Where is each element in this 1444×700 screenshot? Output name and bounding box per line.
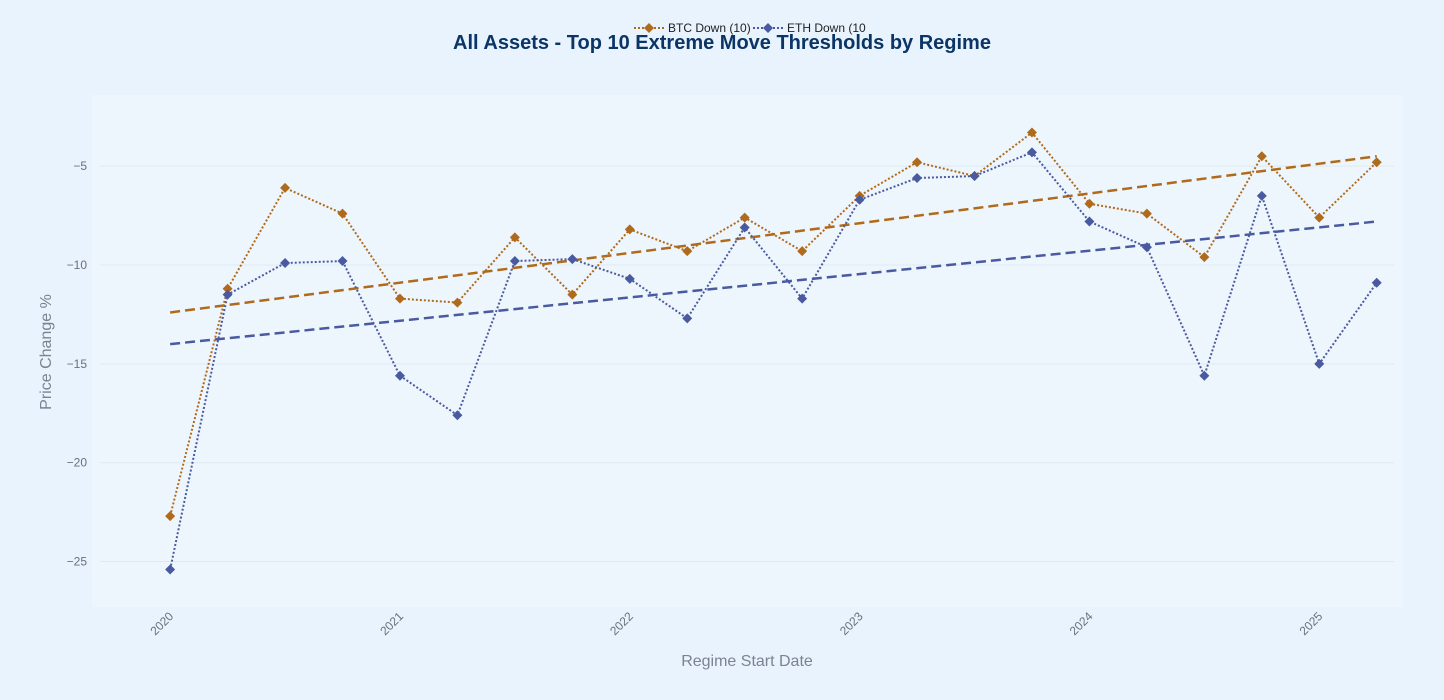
- data-point: [280, 258, 291, 269]
- data-point: [1256, 190, 1267, 201]
- data-point: [452, 410, 463, 421]
- x-tick-label: 2024: [1067, 609, 1096, 638]
- data-point: [1371, 157, 1382, 168]
- y-tick-labels: −5 −10 −15 −20 −25: [67, 159, 88, 568]
- x-tick-label: 2021: [377, 609, 406, 638]
- data-point: [682, 246, 693, 257]
- y-tick-label: −10: [67, 258, 88, 272]
- data-point: [912, 173, 923, 184]
- x-axis-title: Regime Start Date: [681, 653, 813, 670]
- x-tick-label: 2022: [607, 609, 636, 638]
- data-point: [222, 283, 233, 294]
- data-point: [624, 224, 635, 235]
- data-point: [1199, 252, 1210, 263]
- data-point: [567, 254, 578, 265]
- data-point: [1314, 212, 1325, 223]
- data-point: [1141, 242, 1152, 253]
- data-point: [165, 564, 176, 575]
- data-point: [1026, 127, 1037, 138]
- data-point: [509, 232, 520, 243]
- x-tick-labels: 2020 2021 2022 2023 2024 2025: [147, 609, 1325, 638]
- x-tick-label: 2020: [147, 609, 176, 638]
- y-tick-label: −5: [73, 159, 87, 173]
- data-point: [1084, 198, 1095, 209]
- data-point: [1256, 151, 1267, 162]
- data-point: [1314, 358, 1325, 369]
- chart-title: All Assets - Top 10 Extreme Move Thresho…: [453, 32, 991, 54]
- data-point: [394, 293, 405, 304]
- data-point: [763, 23, 773, 33]
- data-point: [1084, 216, 1095, 227]
- series-line: [169, 131, 1378, 517]
- y-tick-label: −20: [67, 456, 88, 470]
- data-point: [280, 182, 291, 193]
- data-point: [739, 212, 750, 223]
- data-point: [222, 289, 233, 300]
- series-line: [169, 151, 1378, 570]
- data-point: [394, 370, 405, 381]
- data-point: [739, 222, 750, 233]
- plot-area: [92, 95, 1402, 607]
- data-point: [337, 208, 348, 219]
- data-point: [797, 246, 808, 257]
- data-point: [509, 256, 520, 267]
- data-point: [567, 289, 578, 300]
- data-point: [1141, 208, 1152, 219]
- data-point: [912, 157, 923, 168]
- y-axis-title: Price Change %: [38, 294, 55, 410]
- x-tick-label: 2023: [837, 609, 866, 638]
- data-point: [797, 293, 808, 304]
- gridlines: [100, 165, 1394, 563]
- data-point: [624, 273, 635, 284]
- data-point: [682, 313, 693, 324]
- data-point: [644, 23, 654, 33]
- y-tick-label: −25: [67, 555, 88, 569]
- data-point: [854, 194, 865, 205]
- trend-line: [170, 220, 1377, 346]
- data-point: [165, 511, 176, 522]
- series-layer: [165, 127, 1382, 575]
- data-point: [1199, 370, 1210, 381]
- data-point: [1026, 147, 1037, 158]
- data-point: [337, 256, 348, 267]
- legend-label: BTC Down (10): [668, 21, 751, 35]
- data-point: [969, 171, 980, 182]
- y-tick-label: −15: [67, 357, 88, 371]
- legend-label: ETH Down (10: [787, 21, 866, 35]
- legend[interactable]: BTC Down (10) ETH Down (10: [634, 21, 866, 35]
- data-point: [1371, 277, 1382, 288]
- x-tick-label: 2025: [1297, 609, 1326, 638]
- data-point: [452, 297, 463, 308]
